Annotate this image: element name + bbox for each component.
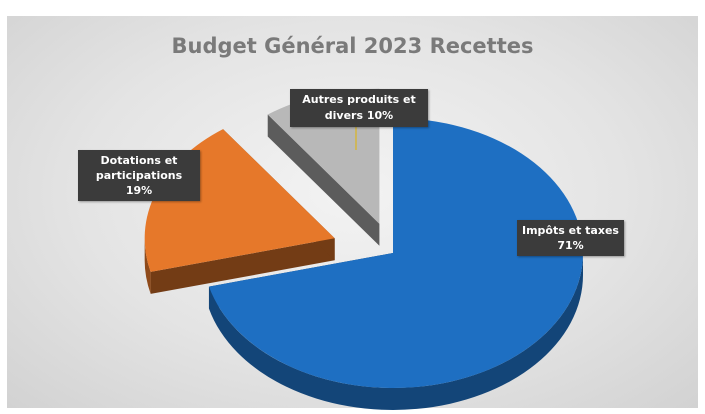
pie-slice-top [208, 118, 584, 388]
pie-slice-rim [208, 253, 584, 411]
label-impots-value: 71% [557, 239, 584, 252]
label-dotations-value: 19% [125, 184, 153, 197]
pie-slice-wall [267, 114, 380, 246]
label-dotations: Dotations et participations 19% [78, 150, 200, 201]
pie-slice-rim [144, 238, 151, 294]
label-autres-name: Autres produits et divers [302, 93, 416, 122]
label-autres-value: 10% [366, 109, 394, 122]
pie-slice [208, 118, 584, 411]
chart-title: Budget Général 2023 Recettes [171, 34, 534, 58]
pie-slice-wall [150, 238, 335, 294]
label-dotations-name: Dotations et participations [95, 154, 183, 182]
label-impots-name: Impôts et taxes [522, 224, 619, 237]
label-impots: Impôts et taxes 71% [517, 220, 624, 256]
top-strip [0, 0, 705, 16]
label-autres: Autres produits et divers 10% [290, 89, 428, 127]
